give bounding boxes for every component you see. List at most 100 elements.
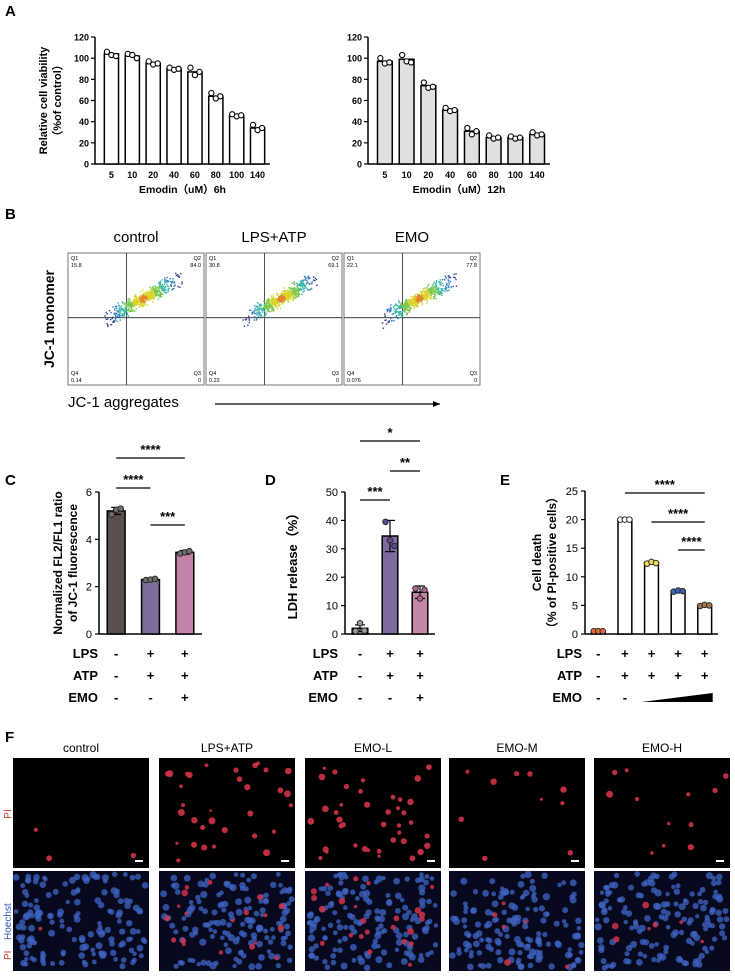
flow-event — [163, 283, 166, 286]
pi-stained-cell — [263, 849, 271, 857]
flow-event — [164, 289, 166, 292]
hoechst-stained-nucleus — [192, 926, 199, 933]
flow-event — [140, 290, 142, 293]
hoechst-stained-nucleus — [656, 958, 661, 963]
flow-event — [290, 291, 292, 293]
hoechst-stained-nucleus — [609, 964, 615, 969]
row-label-hoechst: Hoechst — [3, 903, 14, 940]
hoechst-stained-nucleus — [71, 936, 77, 943]
flow-event — [256, 314, 258, 316]
flow-event — [295, 295, 298, 298]
pi-stained-cell — [252, 762, 258, 769]
flow-event — [400, 307, 403, 309]
hoechst-stained-nucleus — [32, 878, 39, 885]
flow-event — [140, 305, 142, 308]
hoechst-stained-nucleus — [26, 936, 33, 944]
flow-event — [273, 298, 276, 300]
flow-event — [421, 293, 424, 296]
hoechst-stained-nucleus — [386, 962, 393, 969]
pi-stained-cell — [611, 922, 619, 930]
hoechst-stained-nucleus — [116, 918, 122, 924]
flow-event — [121, 315, 124, 317]
flow-event — [415, 305, 418, 307]
hoechst-stained-nucleus — [322, 936, 328, 941]
treatment-sign: - — [358, 690, 362, 705]
y-tick-label: 15 — [566, 543, 578, 555]
pi-stained-cell — [236, 776, 243, 782]
hoechst-stained-nucleus — [498, 932, 503, 937]
hoechst-stained-nucleus — [247, 923, 254, 929]
quadrant-value-q3: 0 — [198, 378, 201, 384]
hoechst-stained-nucleus — [671, 884, 676, 890]
hoechst-stained-nucleus — [248, 963, 256, 971]
flow-event — [292, 297, 294, 299]
pi-stained-cell — [418, 911, 426, 918]
flow-event — [297, 289, 299, 292]
y-tick-label: 0 — [86, 629, 92, 641]
flow-event — [273, 300, 275, 302]
hoechst-stained-nucleus — [542, 893, 551, 901]
treatment-sign: + — [147, 646, 155, 661]
quadrant-value-q1: 30.8 — [209, 263, 220, 269]
flow-event — [124, 308, 126, 310]
flow-event — [413, 307, 415, 309]
hoechst-stained-nucleus — [635, 892, 642, 899]
flow-event — [391, 319, 393, 322]
flow-event — [278, 295, 280, 298]
hoechst-stained-nucleus — [313, 915, 321, 923]
flow-event — [403, 303, 406, 305]
flow-event — [429, 291, 431, 293]
hoechst-stained-nucleus — [633, 920, 639, 926]
flow-event — [108, 310, 111, 312]
hoechst-stained-nucleus — [629, 925, 634, 931]
flow-event — [266, 306, 268, 308]
flow-event — [125, 302, 127, 305]
flow-event — [156, 291, 158, 294]
hoechst-stained-nucleus — [472, 889, 479, 895]
flow-event — [284, 297, 287, 299]
y-tick-label: 80 — [352, 75, 362, 85]
hoechst-stained-nucleus — [643, 939, 650, 946]
flow-event — [302, 279, 304, 281]
hoechst-stained-nucleus — [340, 962, 348, 970]
hoechst-stained-nucleus — [275, 872, 281, 877]
quadrant-value-q2: 69.1 — [328, 263, 339, 269]
pi-stained-cell — [257, 894, 263, 901]
quadrant-name-q3: Q3 — [194, 371, 201, 377]
flow-event — [414, 301, 416, 303]
flow-event — [435, 287, 437, 289]
hoechst-stained-nucleus — [665, 891, 670, 897]
flow-event — [143, 300, 145, 302]
flow-event — [425, 287, 427, 289]
hoechst-stained-nucleus — [664, 901, 671, 907]
flow-event — [282, 296, 284, 298]
hoechst-stained-nucleus — [425, 951, 431, 958]
flow-event — [151, 290, 153, 292]
flow-event — [254, 308, 256, 310]
flow-event — [410, 304, 412, 306]
flow-event — [396, 304, 398, 307]
pi-stained-cell — [390, 924, 396, 930]
quadrant-value-q2: 77.8 — [466, 263, 477, 269]
flow-event — [312, 276, 315, 278]
pi-stained-cell — [284, 790, 291, 798]
flow-event — [158, 286, 161, 288]
pi-stained-cell — [624, 768, 629, 773]
y-tick-label: 20 — [79, 138, 89, 148]
flow-event — [254, 309, 256, 312]
hoechst-stained-nucleus — [223, 942, 229, 948]
flow-event — [419, 295, 422, 297]
hoechst-stained-nucleus — [567, 947, 573, 952]
hoechst-stained-nucleus — [529, 878, 535, 884]
flow-event — [277, 303, 279, 305]
flow-event — [426, 287, 429, 289]
flow-event — [392, 306, 395, 308]
flow-event — [406, 312, 408, 315]
flow-event — [164, 292, 166, 294]
flow-event — [414, 305, 417, 307]
flow-event — [257, 316, 259, 318]
bar — [528, 133, 546, 165]
flow-event — [271, 302, 274, 304]
